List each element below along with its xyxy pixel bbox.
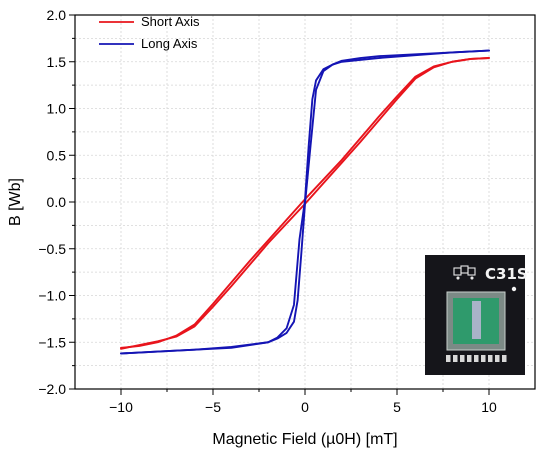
sensor-chip-photo: C31S bbox=[425, 255, 528, 375]
x-tick-label: 10 bbox=[481, 399, 497, 415]
x-tick-label: −10 bbox=[109, 399, 133, 415]
chip-bond-pad bbox=[446, 355, 451, 362]
gridlines bbox=[75, 15, 535, 389]
chip-bond-pad bbox=[495, 355, 500, 362]
y-tick-label: 0.0 bbox=[47, 194, 67, 210]
chip-bond-pad bbox=[502, 355, 507, 362]
y-axis-title: B [Wb] bbox=[7, 178, 24, 226]
chip-bond-pad bbox=[481, 355, 486, 362]
chip-bond-pad bbox=[474, 355, 479, 362]
chip-bond-pad bbox=[453, 355, 458, 362]
x-tick-label: 5 bbox=[393, 399, 401, 415]
series-layer bbox=[120, 49, 490, 355]
y-tick-label: −1.0 bbox=[38, 288, 66, 304]
y-tick-label: 1.0 bbox=[47, 101, 67, 117]
chip-bond-pad bbox=[460, 355, 465, 362]
ticks: −10 −5 0 5 10 2.0 1.5 1.0 0.5 0.0 −0.5 −1.0 −1.5 −2.0 bbox=[38, 7, 497, 415]
chip-marker-dot bbox=[511, 286, 517, 292]
chip-bond-pad bbox=[488, 355, 493, 362]
y-tick-label: 1.5 bbox=[47, 54, 67, 70]
chip-label: C31S bbox=[485, 265, 528, 283]
x-tick-label: −5 bbox=[205, 399, 221, 415]
chip-sensor-strip bbox=[472, 301, 481, 339]
chip-bond-pads bbox=[446, 355, 507, 362]
legend: Short Axis Long Axis bbox=[99, 14, 200, 51]
x-tick-label: 0 bbox=[301, 399, 309, 415]
x-axis-title: Magnetic Field (µ0H) [mT] bbox=[212, 431, 397, 448]
chip-logo bbox=[453, 265, 476, 280]
chip-bond-pad bbox=[467, 355, 472, 362]
y-tick-label: 2.0 bbox=[47, 7, 67, 23]
y-tick-label: 0.5 bbox=[47, 147, 67, 163]
legend-label-long-axis: Long Axis bbox=[141, 36, 198, 51]
y-tick-label: −2.0 bbox=[38, 381, 66, 397]
y-tick-label: −0.5 bbox=[38, 241, 66, 257]
legend-label-short-axis: Short Axis bbox=[141, 14, 200, 29]
series-line-long-axis-branch-2 bbox=[120, 49, 490, 355]
y-tick-label: −1.5 bbox=[38, 334, 66, 350]
